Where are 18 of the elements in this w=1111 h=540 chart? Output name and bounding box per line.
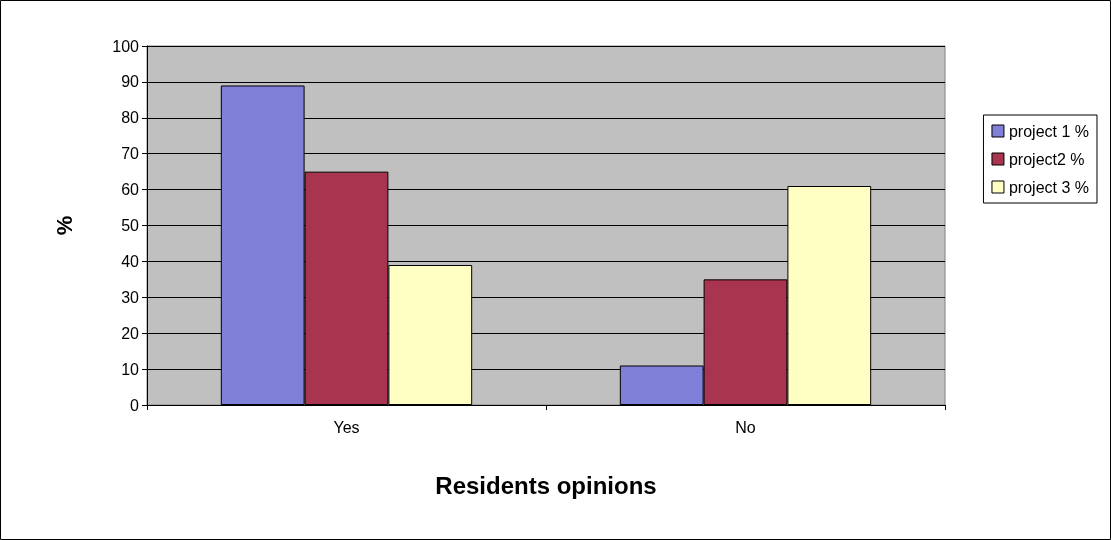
x-axis-title: Residents opinions bbox=[435, 471, 657, 499]
legend-label: project 1 % bbox=[1008, 122, 1090, 140]
x-tick-label: No bbox=[735, 418, 756, 436]
y-axis-title: % bbox=[51, 215, 77, 236]
y-tick-label: 80 bbox=[121, 109, 140, 127]
y-tick-label: 50 bbox=[121, 217, 140, 234]
y-tick-label: 20 bbox=[121, 324, 140, 342]
y-tick-label: 30 bbox=[121, 288, 140, 306]
x-tick-label: Yes bbox=[333, 418, 360, 436]
y-tick-label: 10 bbox=[121, 360, 140, 378]
legend-label: project2 % bbox=[1008, 150, 1085, 168]
y-tick-label: 60 bbox=[121, 181, 140, 199]
y-tick-label: 100 bbox=[112, 37, 140, 55]
y-tick-label: 70 bbox=[121, 145, 140, 163]
y-tick-label: 0 bbox=[130, 396, 140, 414]
y-tick-label: 90 bbox=[121, 73, 140, 91]
legend-label: project 3 % bbox=[1008, 178, 1090, 196]
y-tick-label: 40 bbox=[121, 252, 140, 270]
